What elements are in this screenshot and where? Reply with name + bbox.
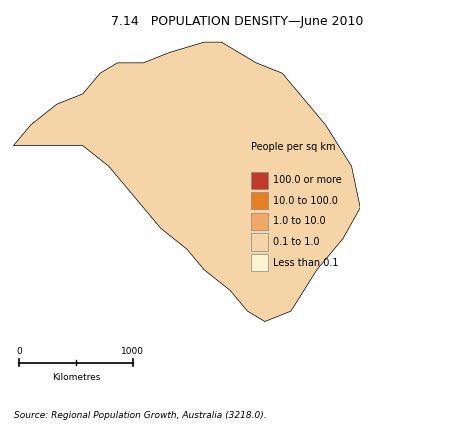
- Text: 100.0 or more: 100.0 or more: [273, 175, 342, 185]
- Text: 0.1 to 1.0: 0.1 to 1.0: [273, 237, 320, 247]
- Text: 7.14   POPULATION DENSITY—June 2010: 7.14 POPULATION DENSITY—June 2010: [111, 15, 363, 28]
- Text: Kilometres: Kilometres: [52, 373, 100, 382]
- Polygon shape: [13, 42, 360, 321]
- Text: 1.0 to 10.0: 1.0 to 10.0: [273, 216, 326, 227]
- Text: Source: Regional Population Growth, Australia (3218.0).: Source: Regional Population Growth, Aust…: [14, 411, 267, 420]
- Text: People per sq km: People per sq km: [251, 142, 336, 152]
- Text: 1000: 1000: [121, 347, 144, 356]
- Text: 0: 0: [16, 347, 22, 356]
- Text: Less than 0.1: Less than 0.1: [273, 257, 339, 268]
- Text: 10.0 to 100.0: 10.0 to 100.0: [273, 196, 338, 206]
